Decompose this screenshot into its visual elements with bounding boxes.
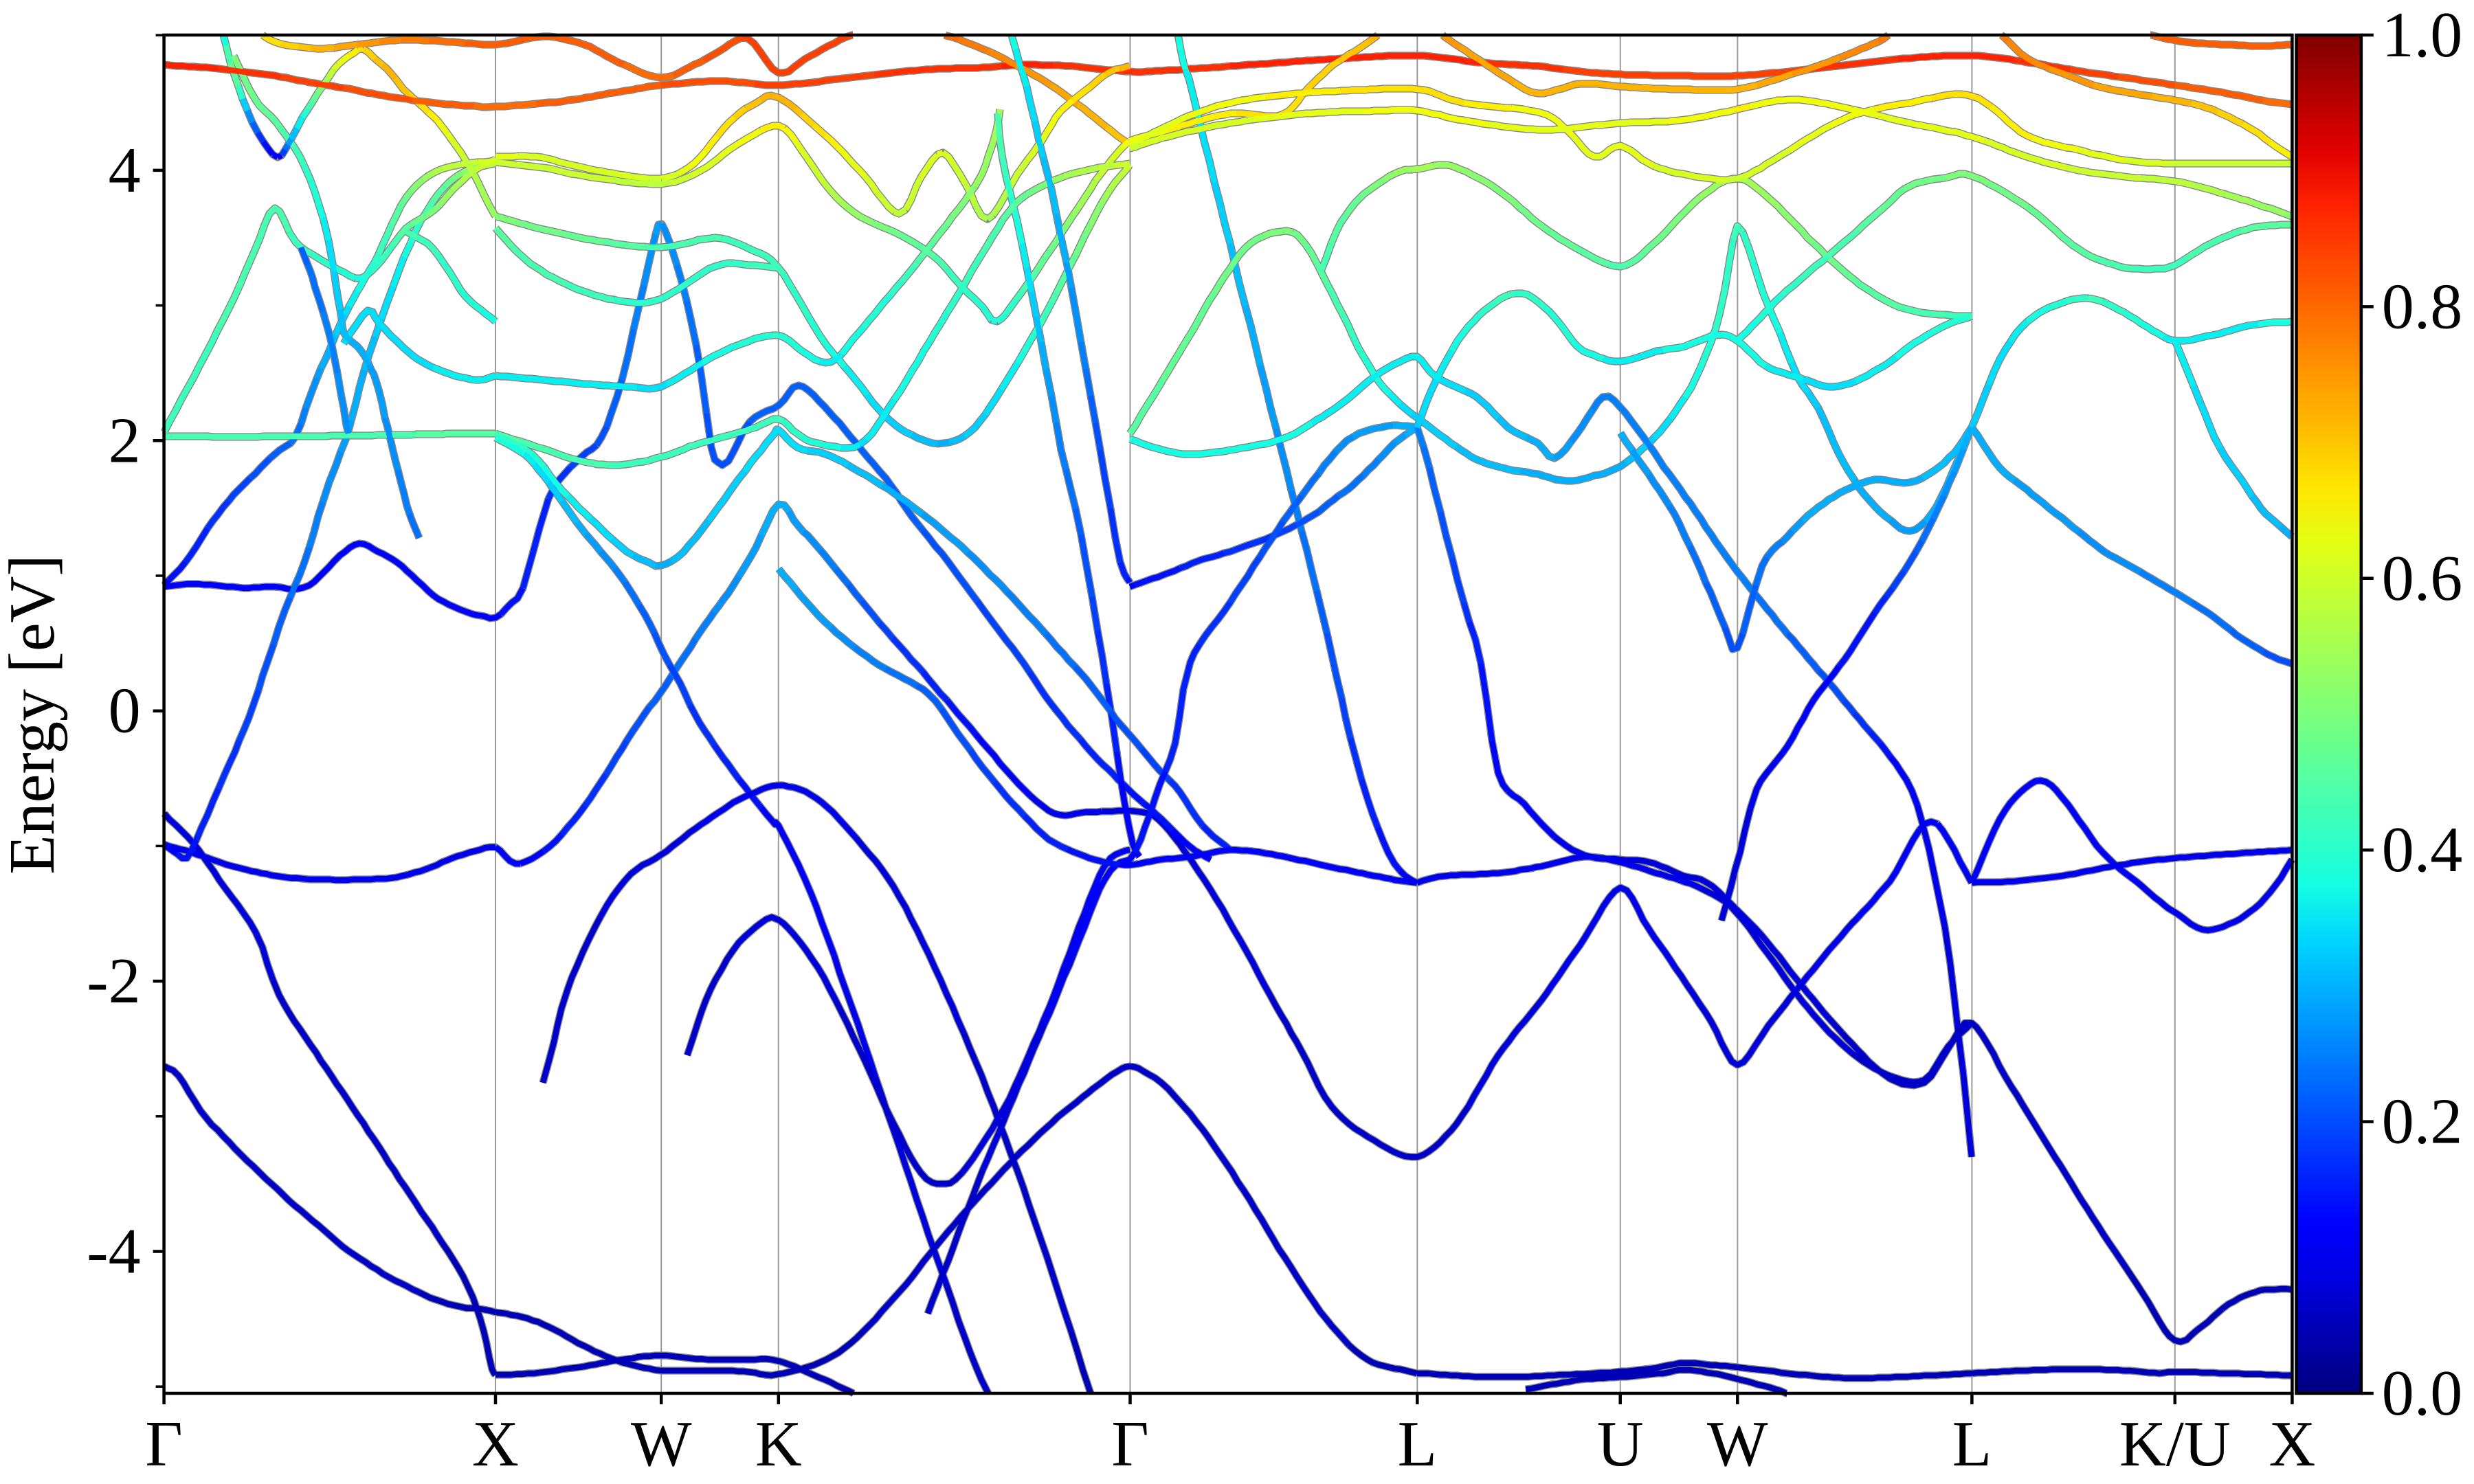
svg-text:Γ: Γ — [1111, 1408, 1148, 1480]
svg-text:W: W — [631, 1408, 692, 1480]
svg-text:4: 4 — [109, 135, 141, 206]
svg-text:-2: -2 — [87, 945, 140, 1017]
svg-text:W: W — [1707, 1408, 1768, 1480]
svg-text:2: 2 — [109, 405, 141, 476]
svg-text:Γ: Γ — [145, 1408, 182, 1480]
svg-text:L: L — [1398, 1408, 1437, 1480]
svg-text:U: U — [1597, 1408, 1644, 1480]
svg-text:X: X — [472, 1408, 519, 1480]
svg-text:0.4: 0.4 — [2382, 814, 2463, 886]
svg-text:0.8: 0.8 — [2382, 271, 2463, 342]
svg-text:K: K — [755, 1408, 802, 1480]
svg-text:0.6: 0.6 — [2382, 543, 2463, 614]
svg-text:0.0: 0.0 — [2382, 1358, 2463, 1429]
svg-text:Energy [eV]: Energy [eV] — [0, 554, 68, 874]
svg-text:L: L — [1952, 1408, 1992, 1480]
svg-text:-4: -4 — [87, 1216, 140, 1288]
svg-text:K/U: K/U — [2119, 1408, 2231, 1480]
svg-text:0.2: 0.2 — [2382, 1086, 2463, 1158]
svg-text:0: 0 — [109, 675, 141, 747]
svg-text:1.0: 1.0 — [2382, 0, 2463, 71]
svg-text:X: X — [2269, 1408, 2315, 1480]
